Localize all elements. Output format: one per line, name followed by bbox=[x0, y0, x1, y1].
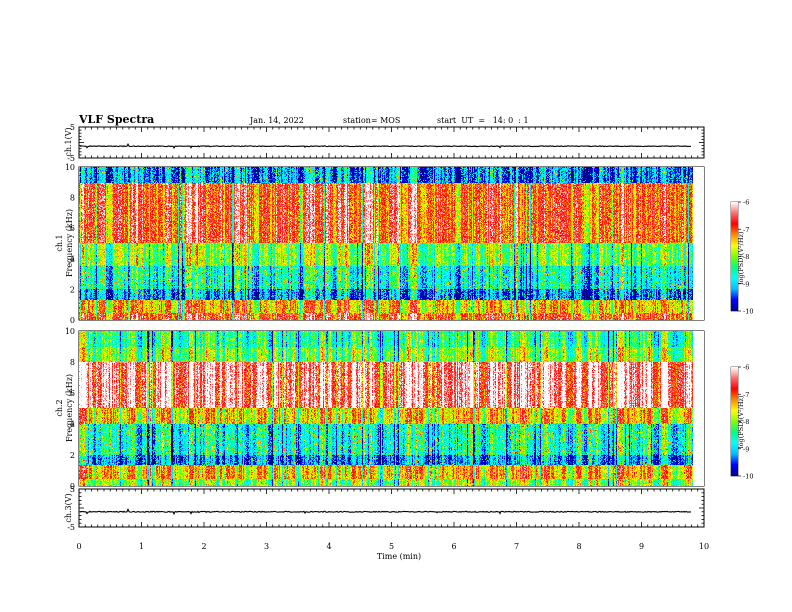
x-tick-label-1: 1 bbox=[139, 542, 144, 551]
ch2-colorbar-tick-label: -6 bbox=[743, 364, 749, 372]
ch1-spec-ytick-label: 0 bbox=[70, 316, 75, 325]
ch2-spec-ytick-label: 4 bbox=[70, 420, 75, 429]
figure-title: VLF Spectra bbox=[78, 113, 154, 126]
x-tick-label-5: 5 bbox=[389, 542, 394, 551]
ch1-ylabel-line-0: ch.1 bbox=[55, 234, 64, 251]
x-tick-label-8: 8 bbox=[576, 542, 581, 551]
ch1-spec-ytick-label: 10 bbox=[65, 163, 75, 172]
ch2-spec-ytick-label: 10 bbox=[65, 327, 75, 336]
ch1-spec-ytick-label: 6 bbox=[70, 224, 75, 233]
ch1-colorbar-tick-label: -9 bbox=[743, 280, 749, 288]
ch1-voltage-trace bbox=[79, 143, 692, 150]
ch1-spectrogram-ylabel: ch.1 Frequency (kHz) bbox=[55, 209, 74, 277]
ch2-spec-ytick-label: 0 bbox=[70, 482, 75, 491]
ch2-colorbar-tick-label: -7 bbox=[743, 391, 749, 399]
ch1-colorbar-tick-label: -8 bbox=[743, 253, 749, 261]
x-tick-label-10: 10 bbox=[699, 542, 709, 551]
x-tick-label-2: 2 bbox=[201, 542, 206, 551]
ch3-voltage-ytick-label: 5 bbox=[70, 485, 75, 494]
x-tick-label-3: 3 bbox=[264, 542, 269, 551]
x-tick-label-0: 0 bbox=[76, 542, 81, 551]
date-label: Jan. 14, 2022 bbox=[249, 116, 304, 125]
ch1-voltage-ylabel: ch.1(V) bbox=[64, 127, 73, 156]
x-tick-label-9: 9 bbox=[639, 542, 644, 551]
ch2-colorbar bbox=[731, 367, 738, 476]
ch1-spec-ytick-label: 4 bbox=[70, 255, 75, 264]
ch1-voltage-ytick-label: -5 bbox=[67, 154, 75, 163]
ch2-spec-ytick-label: 6 bbox=[70, 389, 75, 398]
ch2-ylabel-line-0: ch.2 bbox=[55, 399, 64, 416]
ch3-voltage-ylabel: ch.3(V) bbox=[64, 493, 73, 522]
ch1-spectrogram-image bbox=[79, 167, 704, 320]
ch3-voltage-frame bbox=[78, 488, 705, 528]
x-tick-label-7: 7 bbox=[514, 542, 519, 551]
ch1-voltage-ytick-label: 5 bbox=[70, 123, 75, 132]
ch1-spec-ytick-label: 8 bbox=[70, 194, 75, 203]
ch3-voltage-ytick-label: -5 bbox=[67, 523, 75, 532]
ch2-ylabel-line-1: Frequency (kHz) bbox=[65, 374, 74, 442]
ch1-colorbar-label: log(PSD)(V²/Hz) bbox=[737, 231, 745, 284]
ch1-spec-ytick-label: 2 bbox=[70, 285, 75, 294]
x-tick-label-4: 4 bbox=[326, 542, 331, 551]
ch1-colorbar bbox=[731, 202, 738, 311]
ch2-spec-ytick-label: 8 bbox=[70, 358, 75, 367]
ch1-ylabel-line-1: Frequency (kHz) bbox=[65, 209, 74, 277]
x-axis-label: Time (min) bbox=[377, 552, 421, 561]
x-tick-label-6: 6 bbox=[451, 542, 456, 551]
ch1-colorbar-tick-label: -10 bbox=[743, 308, 753, 316]
ch2-colorbar-tick-label: -9 bbox=[743, 445, 749, 453]
ch1-colorbar-tick-label: -6 bbox=[743, 199, 749, 207]
ch2-spectrogram-image bbox=[79, 331, 704, 486]
ch2-colorbar-tick-label: -8 bbox=[743, 418, 749, 426]
ch1-colorbar-tick-label: -7 bbox=[743, 226, 749, 234]
ch3-voltage-trace bbox=[79, 507, 692, 516]
ch2-colorbar-tick-label: -10 bbox=[743, 473, 753, 481]
start-time-label: start UT = 14: 0 : 1 bbox=[437, 116, 529, 125]
ch2-spectrogram-ylabel: ch.2 Frequency (kHz) bbox=[55, 374, 74, 442]
voltage-traces bbox=[79, 143, 692, 516]
ch2-spec-ytick-label: 2 bbox=[70, 451, 75, 460]
station-label: station= MOS bbox=[343, 116, 400, 125]
